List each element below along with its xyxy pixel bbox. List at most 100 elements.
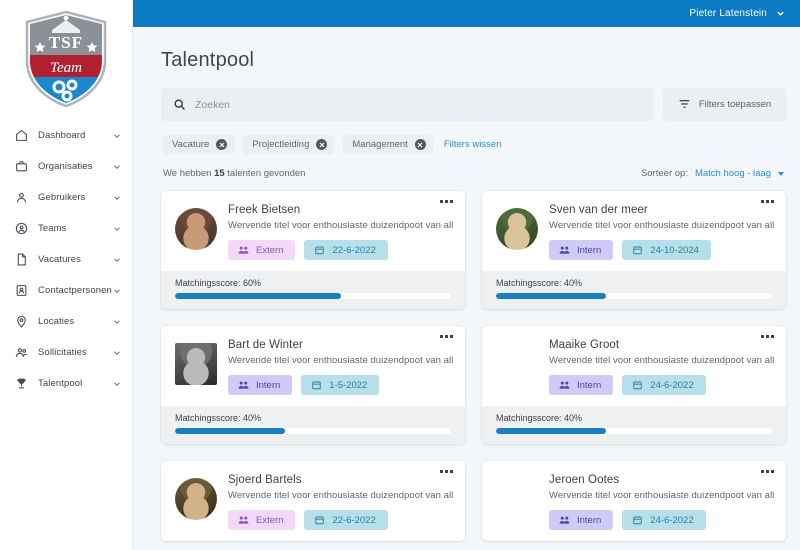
sidebar-item-label: Locaties	[38, 316, 75, 327]
matching-score-fill	[175, 293, 341, 299]
talent-card-body: Jeroen Ootes Wervende titel voor enthous…	[482, 461, 786, 541]
talent-card-main: Bart de Winter Wervende titel voor entho…	[228, 337, 453, 395]
sidebar-item-dashboard[interactable]: Dashboard	[0, 120, 132, 151]
card-more-options-icon[interactable]	[440, 470, 453, 473]
filter-chip[interactable]: Vacature	[163, 135, 235, 154]
close-icon[interactable]	[216, 139, 228, 150]
employment-type-badge[interactable]: Intern	[549, 510, 614, 530]
employment-type-label: Extern	[256, 244, 284, 256]
card-more-options-icon[interactable]	[761, 470, 774, 473]
current-user-name[interactable]: Pieter Latenstein	[689, 8, 767, 19]
talent-card[interactable]: Bart de Winter Wervende titel voor entho…	[161, 326, 465, 444]
users-icon	[238, 380, 249, 391]
card-more-options-icon[interactable]	[440, 200, 453, 203]
talent-subtitle: Wervende titel voor enthousiaste duizend…	[228, 355, 453, 366]
calendar-icon	[632, 515, 643, 526]
matching-score-label: Matchingsscore: 40%	[175, 413, 262, 423]
filter-chip[interactable]: Management	[343, 135, 433, 154]
talent-card-main: Maaike Groot Wervende titel voor enthous…	[549, 337, 774, 395]
talent-card[interactable]: Freek Bietsen Wervende titel voor enthou…	[161, 191, 465, 309]
date-badge[interactable]: 24-10-2024	[622, 240, 711, 260]
date-badge[interactable]: 24-6-2022	[622, 375, 706, 395]
sidebar-item-teams[interactable]: Teams	[0, 213, 132, 244]
talent-card[interactable]: Sven van der meer Wervende titel voor en…	[482, 191, 786, 309]
sidebar-item-vacatures[interactable]: Vacatures	[0, 244, 132, 275]
talent-subtitle: Wervende titel voor enthousiaste duizend…	[228, 220, 453, 231]
matching-score-track	[496, 428, 772, 434]
talent-card-body: Freek Bietsen Wervende titel voor enthou…	[161, 191, 465, 271]
chevron-down-icon	[112, 348, 122, 358]
talent-card-body: Bart de Winter Wervende titel voor entho…	[161, 326, 465, 406]
caret-down-icon[interactable]	[778, 171, 784, 176]
talent-name: Freek Bietsen	[228, 204, 301, 216]
user-circle-icon	[14, 221, 29, 236]
date-badge[interactable]: 24-6-2022	[622, 510, 706, 530]
talent-subtitle: Wervende titel voor enthousiaste duizend…	[549, 490, 774, 501]
employment-type-label: Extern	[256, 514, 284, 526]
avatar	[496, 343, 538, 385]
sort-control[interactable]: Sorteer op: Match hoog - laag	[641, 168, 784, 179]
talent-badges: Intern 24-6-2022	[549, 366, 774, 395]
employment-type-badge[interactable]: Extern	[228, 240, 296, 260]
sidebar-item-label: Talentpool	[38, 378, 83, 389]
matching-score-track	[496, 293, 772, 299]
sort-value[interactable]: Match hoog - laag	[694, 168, 771, 179]
matching-score-track	[175, 428, 451, 434]
talent-badges: Intern 24-6-2022	[549, 501, 774, 530]
close-icon[interactable]	[414, 139, 426, 150]
page-content: Talentpool Filters toepassen Va	[133, 27, 800, 550]
employment-type-badge[interactable]: Intern	[549, 240, 614, 260]
search-input[interactable]	[195, 88, 641, 121]
talent-card-main: Freek Bietsen Wervende titel voor enthou…	[228, 202, 453, 260]
chevron-down-icon	[112, 317, 122, 327]
card-more-options-icon[interactable]	[761, 200, 774, 203]
users-icon	[559, 380, 570, 391]
results-summary-row: We hebben 15 talenten gevonden Sorteer o…	[161, 154, 786, 191]
sidebar-item-label: Vacatures	[38, 254, 81, 265]
talent-card[interactable]: Jeroen Ootes Wervende titel voor enthous…	[482, 461, 786, 541]
brand-logo[interactable]: TSF Team	[0, 0, 132, 118]
matching-score-label: Matchingsscore: 40%	[496, 278, 583, 288]
chevron-down-icon	[112, 162, 122, 172]
sidebar-item-gebruikers[interactable]: Gebruikers	[0, 182, 132, 213]
talent-card-body: Sjoerd Bartels Wervende titel voor entho…	[161, 461, 465, 541]
card-more-options-icon[interactable]	[761, 335, 774, 338]
sidebar-item-contactpersonen[interactable]: Contactpersonen	[0, 275, 132, 306]
search-box[interactable]	[161, 88, 653, 121]
apply-filters-button[interactable]: Filters toepassen	[663, 88, 786, 121]
date-badge[interactable]: 22-6-2022	[304, 240, 388, 260]
card-more-options-icon[interactable]	[440, 335, 453, 338]
sidebar-item-locaties[interactable]: Locaties	[0, 306, 132, 337]
clear-filters-link[interactable]: Filters wissen	[443, 139, 502, 150]
employment-type-label: Intern	[577, 514, 602, 526]
date-badge[interactable]: 22-6-2022	[304, 510, 388, 530]
close-icon[interactable]	[316, 139, 328, 150]
avatar	[175, 343, 217, 385]
contact-card-icon	[14, 283, 29, 298]
sidebar-item-talentpool[interactable]: Talentpool	[0, 368, 132, 399]
matching-score-track	[175, 293, 451, 299]
location-pin-icon	[14, 314, 29, 329]
sidebar-item-organisaties[interactable]: Organisaties	[0, 151, 132, 182]
sidebar-item-sollicitaties[interactable]: Sollicitaties	[0, 337, 132, 368]
talent-subtitle: Wervende titel voor enthousiaste duizend…	[228, 490, 453, 501]
calendar-icon	[632, 380, 643, 391]
employment-type-badge[interactable]: Extern	[228, 510, 296, 530]
sidebar-item-label: Contactpersonen	[38, 285, 112, 296]
talent-card-body: Maaike Groot Wervende titel voor enthous…	[482, 326, 786, 406]
employment-type-badge[interactable]: Intern	[228, 375, 293, 395]
date-badge[interactable]: 1-5-2022	[301, 375, 380, 395]
chevron-down-icon[interactable]	[775, 8, 786, 19]
top-header-bar: Pieter Latenstein	[133, 0, 800, 27]
users-icon	[238, 515, 249, 526]
chevron-down-icon	[112, 379, 122, 389]
talent-card[interactable]: Sjoerd Bartels Wervende titel voor entho…	[161, 461, 465, 541]
talent-badges: Intern 1-5-2022	[228, 366, 453, 395]
date-label: 24-10-2024	[650, 244, 699, 256]
filter-chip[interactable]: Projectleiding	[243, 135, 335, 154]
chevron-down-icon	[112, 131, 122, 141]
employment-type-badge[interactable]: Intern	[549, 375, 614, 395]
talent-card[interactable]: Maaike Groot Wervende titel voor enthous…	[482, 326, 786, 444]
matching-score-section: Matchingsscore: 40%	[482, 406, 786, 444]
talent-subtitle: Wervende titel voor enthousiaste duizend…	[549, 220, 774, 231]
